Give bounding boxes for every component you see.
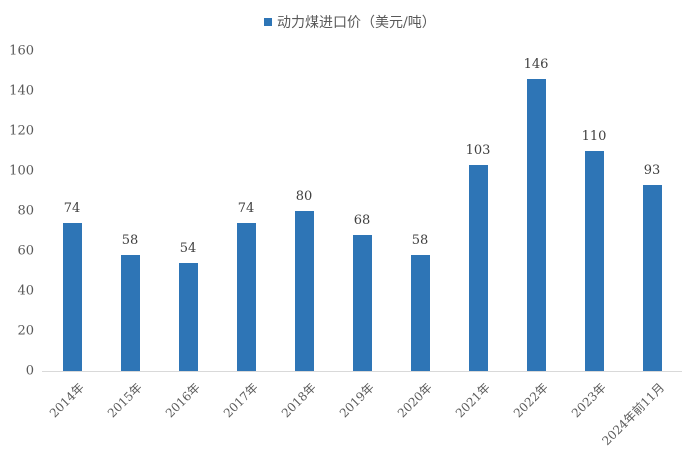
y-tick-label: 80 xyxy=(17,203,34,219)
legend-label: 动力煤进口价（美元/吨） xyxy=(277,15,436,31)
x-tick-label: 2022年 xyxy=(510,380,551,421)
data-label: 68 xyxy=(353,213,371,228)
y-tick-label: 0 xyxy=(25,363,34,379)
y-tick-label: 100 xyxy=(9,163,34,179)
data-label: 103 xyxy=(465,143,491,158)
data-label: 93 xyxy=(643,163,661,178)
legend-swatch-icon xyxy=(264,18,272,26)
bar xyxy=(62,223,82,371)
data-label: 146 xyxy=(523,57,549,72)
x-tick-label: 2023年 xyxy=(568,380,609,421)
data-label: 58 xyxy=(121,233,139,248)
y-tick-label: 40 xyxy=(17,283,34,299)
legend: 动力煤进口价（美元/吨） xyxy=(264,12,436,32)
bar xyxy=(642,185,662,371)
x-tick-label: 2017年 xyxy=(220,380,261,421)
x-tick-label: 2014年 xyxy=(46,380,87,421)
data-label: 110 xyxy=(581,129,607,144)
bar xyxy=(294,211,314,371)
x-tick-label: 2016年 xyxy=(162,380,203,421)
bar xyxy=(178,263,198,371)
x-axis-line xyxy=(42,371,682,372)
x-tick-label: 2015年 xyxy=(104,380,145,421)
x-tick-label: 2019年 xyxy=(336,380,377,421)
y-tick-label: 160 xyxy=(9,43,34,59)
bar xyxy=(236,223,256,371)
x-tick-label: 2018年 xyxy=(278,380,319,421)
data-label: 80 xyxy=(295,189,313,204)
bar xyxy=(526,79,546,371)
bar xyxy=(584,151,604,371)
bar xyxy=(352,235,372,371)
data-label: 54 xyxy=(179,241,197,256)
bar xyxy=(120,255,140,371)
data-label: 74 xyxy=(63,201,81,216)
y-tick-label: 60 xyxy=(17,243,34,259)
x-tick-label: 2021年 xyxy=(452,380,493,421)
bar xyxy=(468,165,488,371)
x-tick-label: 2020年 xyxy=(394,380,435,421)
bar xyxy=(410,255,430,371)
y-tick-label: 120 xyxy=(9,123,34,139)
y-tick-label: 140 xyxy=(9,83,34,99)
y-tick-label: 20 xyxy=(17,323,34,339)
data-label: 74 xyxy=(237,201,255,216)
data-label: 58 xyxy=(411,233,429,248)
